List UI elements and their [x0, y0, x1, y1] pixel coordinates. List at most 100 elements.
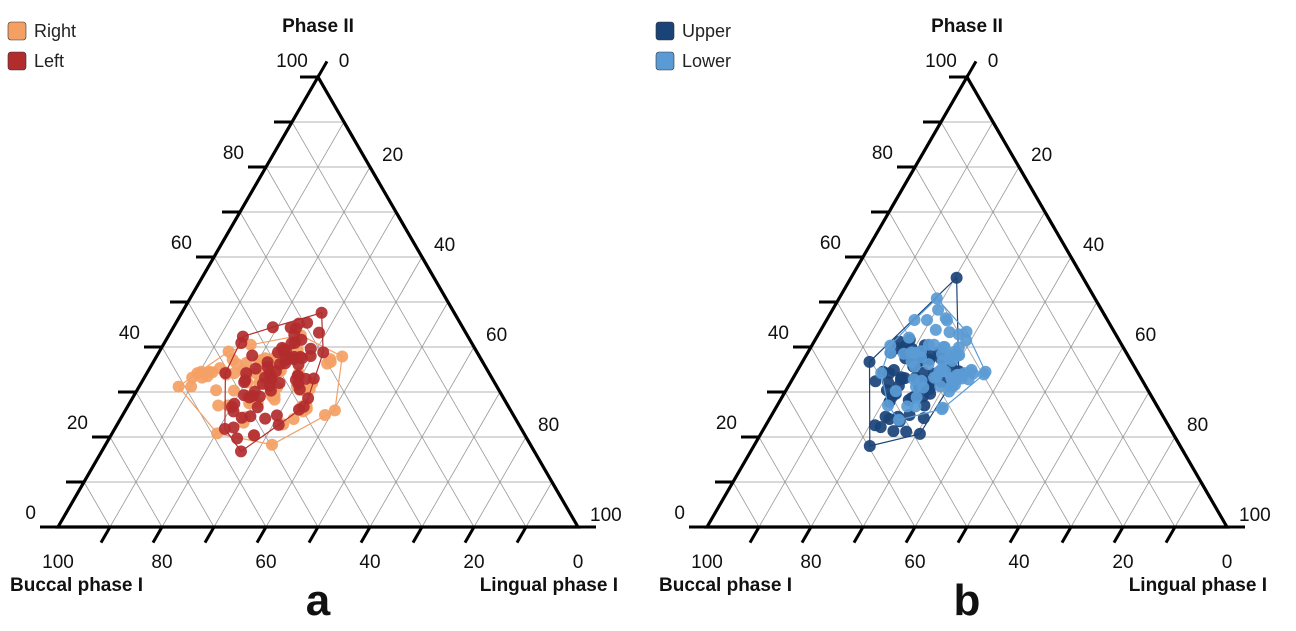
legend-label-right: Right — [34, 21, 76, 41]
tick-label-top-left: 100 — [276, 51, 308, 72]
vertex-label-right: Lingual phase I — [1129, 575, 1267, 596]
point-lower — [901, 400, 914, 413]
point-left — [259, 412, 272, 425]
grid-line — [1174, 481, 1202, 528]
point-lower — [977, 368, 990, 381]
point-right — [328, 404, 341, 417]
tick-label-right: 20 — [1031, 145, 1052, 166]
tick-right — [1121, 346, 1134, 364]
tick-bottom — [956, 526, 969, 544]
tick-bottom — [852, 526, 865, 544]
tick-label-bottom: 40 — [359, 552, 380, 573]
hull-upper — [868, 276, 960, 447]
tick-bottom — [904, 526, 917, 544]
tick-label-right: 80 — [1187, 415, 1208, 436]
tick-label-right: 20 — [382, 145, 403, 166]
tick-label-bottom: 20 — [463, 552, 484, 573]
point-left — [240, 367, 253, 380]
tick-right — [368, 166, 381, 184]
tick-label-left: 80 — [872, 143, 893, 164]
tick-bottom — [463, 526, 476, 544]
point-lower — [903, 331, 915, 344]
hull-right — [177, 334, 343, 446]
tick-label-top-right: 0 — [988, 51, 999, 72]
tick-label-top-left: 100 — [925, 51, 957, 72]
point-upper — [917, 412, 930, 425]
point-right — [172, 380, 185, 393]
grid-line — [317, 301, 449, 528]
point-upper — [913, 427, 926, 440]
tick-apex-right — [965, 60, 978, 78]
point-lower — [921, 314, 933, 326]
point-left — [265, 373, 278, 385]
point-left — [270, 409, 283, 422]
legend-label-left: Left — [34, 51, 64, 71]
tick-label-right: 100 — [1239, 505, 1271, 526]
tick-label-bottom: 60 — [255, 552, 276, 573]
grid-line — [473, 436, 527, 528]
point-left — [297, 400, 310, 413]
point-lower — [884, 339, 897, 352]
tick-label-left: 60 — [820, 233, 841, 254]
grid-line — [135, 391, 215, 528]
point-lower — [941, 314, 953, 327]
tick-bottom — [359, 526, 372, 544]
point-upper — [879, 410, 892, 423]
point-lower — [934, 380, 947, 393]
legend-label-upper: Upper — [682, 21, 731, 41]
point-lower — [936, 403, 948, 416]
tick-label-left: 0 — [25, 503, 36, 524]
grid-line — [966, 301, 1098, 528]
tick-label-left: 80 — [223, 143, 244, 164]
tick-right — [342, 121, 355, 139]
point-left — [246, 349, 259, 362]
point-left — [277, 345, 290, 358]
point-left — [284, 321, 297, 334]
point-lower — [882, 399, 894, 412]
point-lower — [949, 345, 961, 358]
vertex-label-top: Phase II — [282, 16, 354, 37]
series-lower — [875, 292, 992, 426]
point-upper — [882, 376, 894, 389]
point-right — [210, 384, 223, 397]
point-lower — [928, 371, 941, 384]
grid-line — [291, 121, 527, 528]
panel-letter: b — [954, 576, 981, 625]
point-lower — [908, 314, 921, 326]
vertex-label-right: Lingual phase I — [480, 575, 618, 596]
tick-right — [420, 256, 433, 274]
grid-line — [239, 211, 423, 528]
tick-bottom — [1164, 526, 1177, 544]
tick-bottom — [411, 526, 424, 544]
point-left — [235, 337, 248, 349]
point-left — [246, 390, 259, 402]
tick-right — [1043, 211, 1056, 229]
grid-line — [369, 346, 475, 528]
grid-line — [109, 121, 345, 528]
point-left — [304, 342, 317, 355]
point-left — [235, 411, 248, 424]
point-upper — [869, 419, 881, 432]
point-lower — [960, 325, 973, 338]
tick-label-right: 60 — [1135, 325, 1156, 346]
tick-label-bottom: 100 — [42, 552, 74, 573]
tick-label-left: 20 — [67, 413, 88, 434]
tick-label-left: 20 — [716, 413, 737, 434]
point-right — [319, 409, 331, 421]
point-lower — [929, 323, 942, 336]
point-lower — [932, 303, 945, 316]
grid-line — [810, 346, 916, 528]
grid-line — [213, 211, 397, 528]
point-lower — [908, 346, 921, 359]
tick-label-left: 40 — [119, 323, 140, 344]
point-right — [228, 384, 240, 397]
series-left — [218, 306, 330, 458]
point-lower — [943, 326, 956, 339]
point-upper — [863, 355, 876, 368]
point-upper — [898, 372, 911, 385]
point-right — [186, 371, 199, 384]
point-lower — [953, 368, 966, 381]
point-right — [201, 370, 214, 383]
tick-bottom — [748, 526, 761, 544]
grid-line — [732, 481, 760, 528]
